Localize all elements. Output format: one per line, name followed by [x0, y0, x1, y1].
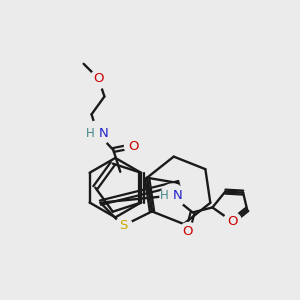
Text: N: N: [98, 127, 108, 140]
Text: O: O: [93, 72, 104, 85]
Text: O: O: [227, 215, 238, 228]
Text: H: H: [160, 189, 169, 202]
Text: N: N: [173, 189, 182, 202]
Text: H: H: [86, 127, 94, 140]
Text: S: S: [119, 219, 127, 232]
Text: O: O: [182, 225, 193, 238]
Text: O: O: [128, 140, 138, 152]
